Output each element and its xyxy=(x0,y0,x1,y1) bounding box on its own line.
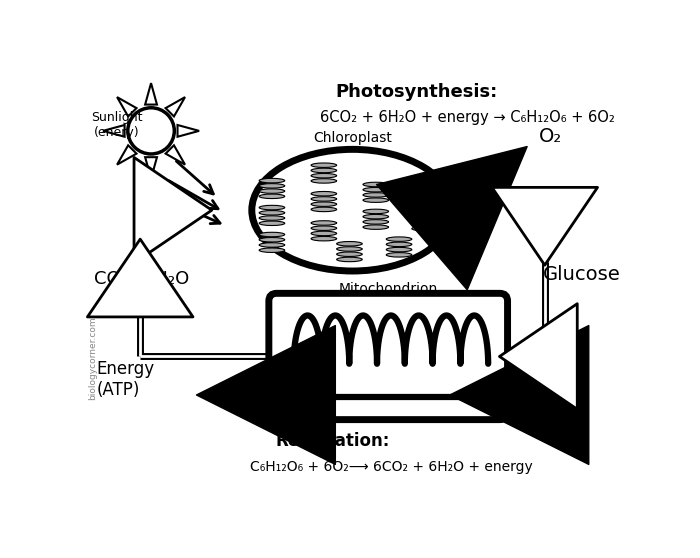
Text: Respiration:: Respiration: xyxy=(275,432,389,450)
Polygon shape xyxy=(166,145,185,165)
Ellipse shape xyxy=(311,237,337,241)
Ellipse shape xyxy=(363,220,389,224)
Ellipse shape xyxy=(311,179,337,183)
Ellipse shape xyxy=(337,247,362,251)
Ellipse shape xyxy=(311,163,337,167)
Ellipse shape xyxy=(363,225,389,229)
Ellipse shape xyxy=(259,184,285,188)
Ellipse shape xyxy=(259,232,285,237)
Ellipse shape xyxy=(363,187,389,192)
Ellipse shape xyxy=(363,214,389,219)
Text: biologycorner.com: biologycorner.com xyxy=(88,316,97,400)
Ellipse shape xyxy=(259,238,285,242)
Ellipse shape xyxy=(363,198,389,203)
FancyBboxPatch shape xyxy=(269,294,508,420)
Ellipse shape xyxy=(311,168,337,172)
Text: Chloroplast: Chloroplast xyxy=(313,131,392,145)
Ellipse shape xyxy=(259,243,285,247)
Polygon shape xyxy=(117,97,136,117)
Ellipse shape xyxy=(412,211,438,215)
Text: Mitochondrion: Mitochondrion xyxy=(339,282,438,296)
Ellipse shape xyxy=(363,209,389,214)
Ellipse shape xyxy=(337,252,362,257)
Ellipse shape xyxy=(311,202,337,206)
Ellipse shape xyxy=(412,200,438,205)
Text: CO₂ + H₂O: CO₂ + H₂O xyxy=(94,271,189,288)
Circle shape xyxy=(128,108,174,154)
Ellipse shape xyxy=(252,150,454,271)
Ellipse shape xyxy=(259,210,285,215)
Ellipse shape xyxy=(386,237,412,242)
Ellipse shape xyxy=(412,216,438,220)
Ellipse shape xyxy=(412,227,438,231)
Polygon shape xyxy=(145,83,157,104)
Ellipse shape xyxy=(311,207,337,211)
Text: Energy
(ATP): Energy (ATP) xyxy=(97,360,155,399)
Ellipse shape xyxy=(311,197,337,201)
Ellipse shape xyxy=(259,189,285,193)
Ellipse shape xyxy=(386,253,412,257)
Ellipse shape xyxy=(412,185,438,189)
Ellipse shape xyxy=(337,257,362,262)
Polygon shape xyxy=(178,125,199,137)
Text: O₂: O₂ xyxy=(538,127,562,146)
Ellipse shape xyxy=(412,221,438,225)
Ellipse shape xyxy=(259,216,285,220)
Ellipse shape xyxy=(311,191,337,196)
Ellipse shape xyxy=(259,179,285,183)
Ellipse shape xyxy=(412,190,438,194)
Text: Sunlight
(enery): Sunlight (enery) xyxy=(91,110,143,139)
Polygon shape xyxy=(166,97,185,117)
Text: Glucose: Glucose xyxy=(543,266,621,285)
Text: O₂: O₂ xyxy=(538,386,562,405)
Polygon shape xyxy=(103,125,125,137)
Ellipse shape xyxy=(386,242,412,247)
Ellipse shape xyxy=(386,247,412,252)
Ellipse shape xyxy=(311,226,337,230)
Ellipse shape xyxy=(363,182,389,187)
Ellipse shape xyxy=(363,193,389,197)
Ellipse shape xyxy=(259,248,285,252)
Polygon shape xyxy=(117,145,136,165)
Ellipse shape xyxy=(259,205,285,210)
Ellipse shape xyxy=(311,174,337,178)
Text: C₆H₁₂O₆ + 6O₂⟶ 6CO₂ + 6H₂O + energy: C₆H₁₂O₆ + 6O₂⟶ 6CO₂ + 6H₂O + energy xyxy=(251,460,533,474)
Ellipse shape xyxy=(337,242,362,246)
Text: Photosynthesis:: Photosynthesis: xyxy=(335,83,498,102)
Polygon shape xyxy=(145,157,157,179)
Ellipse shape xyxy=(311,231,337,235)
Ellipse shape xyxy=(259,194,285,199)
Ellipse shape xyxy=(412,195,438,199)
Ellipse shape xyxy=(259,221,285,225)
Ellipse shape xyxy=(311,221,337,225)
Text: 6CO₂ + 6H₂O + energy → C₆H₁₂O₆ + 6O₂: 6CO₂ + 6H₂O + energy → C₆H₁₂O₆ + 6O₂ xyxy=(320,110,615,126)
